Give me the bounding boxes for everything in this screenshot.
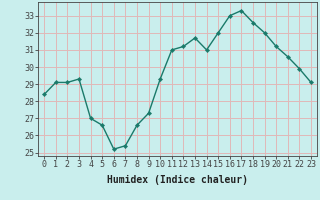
X-axis label: Humidex (Indice chaleur): Humidex (Indice chaleur) (107, 175, 248, 185)
